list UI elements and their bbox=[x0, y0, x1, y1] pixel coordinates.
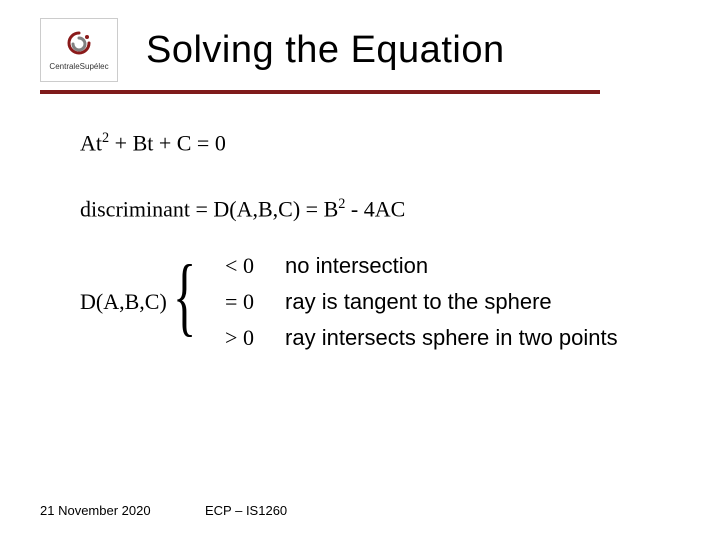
slide-footer: 21 November 2020 ECP – IS1260 bbox=[40, 503, 680, 518]
eq-text: - 4AC bbox=[345, 197, 405, 222]
logo: CentraleSupélec bbox=[40, 18, 118, 82]
logo-swirl-icon bbox=[64, 29, 94, 59]
cases-lhs: D(A,B,C) bbox=[80, 289, 167, 315]
quadratic-equation: At2 + Bt + C = 0 bbox=[80, 130, 720, 156]
case-description: no intersection bbox=[285, 253, 428, 279]
slide-content: At2 + Bt + C = 0 discriminant = D(A,B,C)… bbox=[0, 94, 720, 351]
eq-text: discriminant = D(A,B,C) = B bbox=[80, 197, 338, 222]
eq-text: + Bt + C = 0 bbox=[109, 130, 226, 155]
case-description: ray intersects sphere in two points bbox=[285, 325, 618, 351]
logo-text: CentraleSupélec bbox=[49, 62, 108, 71]
eq-text: At bbox=[80, 130, 102, 155]
footer-course: ECP – IS1260 bbox=[205, 503, 287, 518]
slide-header: CentraleSupélec Solving the Equation bbox=[0, 0, 720, 82]
case-row: < 0 no intersection bbox=[225, 253, 618, 279]
footer-date: 21 November 2020 bbox=[40, 503, 205, 518]
case-row: > 0 ray intersects sphere in two points bbox=[225, 325, 618, 351]
case-condition: = 0 bbox=[225, 289, 285, 315]
case-condition: > 0 bbox=[225, 325, 285, 351]
case-condition: < 0 bbox=[225, 253, 285, 279]
slide-title: Solving the Equation bbox=[146, 29, 505, 72]
case-row: = 0 ray is tangent to the sphere bbox=[225, 289, 618, 315]
cases-block: D(A,B,C) { < 0 no intersection = 0 ray i… bbox=[80, 253, 720, 351]
cases-list: < 0 no intersection = 0 ray is tangent t… bbox=[225, 253, 618, 351]
brace-icon: { bbox=[173, 262, 196, 332]
case-description: ray is tangent to the sphere bbox=[285, 289, 552, 315]
discriminant-equation: discriminant = D(A,B,C) = B2 - 4AC bbox=[80, 196, 720, 222]
